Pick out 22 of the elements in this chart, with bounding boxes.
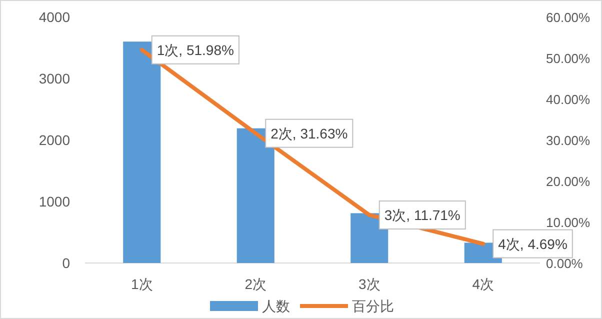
y-tick-label: 1000 [38,194,70,210]
y-tick-label: 3000 [38,70,70,86]
data-label: 4次, 4.69% [498,236,568,252]
legend-label: 人数 [262,298,290,314]
x-tick-label: 3次 [358,276,380,292]
x-tick-label: 1次 [130,276,153,292]
y2-tick-label: 40.00% [546,92,591,107]
x-tick-label: 4次 [472,276,494,292]
y-tick-label: 4000 [38,9,70,25]
y-tick-label: 2000 [38,132,70,148]
y2-tick-label: 50.00% [546,51,591,66]
y2-tick-label: 0.00% [546,256,584,271]
data-label: 1次, 51.98% [156,42,234,58]
y2-tick-label: 10.00% [546,215,591,230]
data-label: 2次, 31.63% [270,125,348,142]
y2-tick-label: 20.00% [546,174,591,189]
y-tick-label: 0 [62,255,70,271]
legend-label: 百分比 [352,298,394,314]
y2-tick-label: 30.00% [546,133,591,148]
x-tick-label: 2次 [244,276,267,292]
data-label: 3次, 11.71% [384,206,460,223]
y2-tick-label: 60.00% [546,10,591,25]
